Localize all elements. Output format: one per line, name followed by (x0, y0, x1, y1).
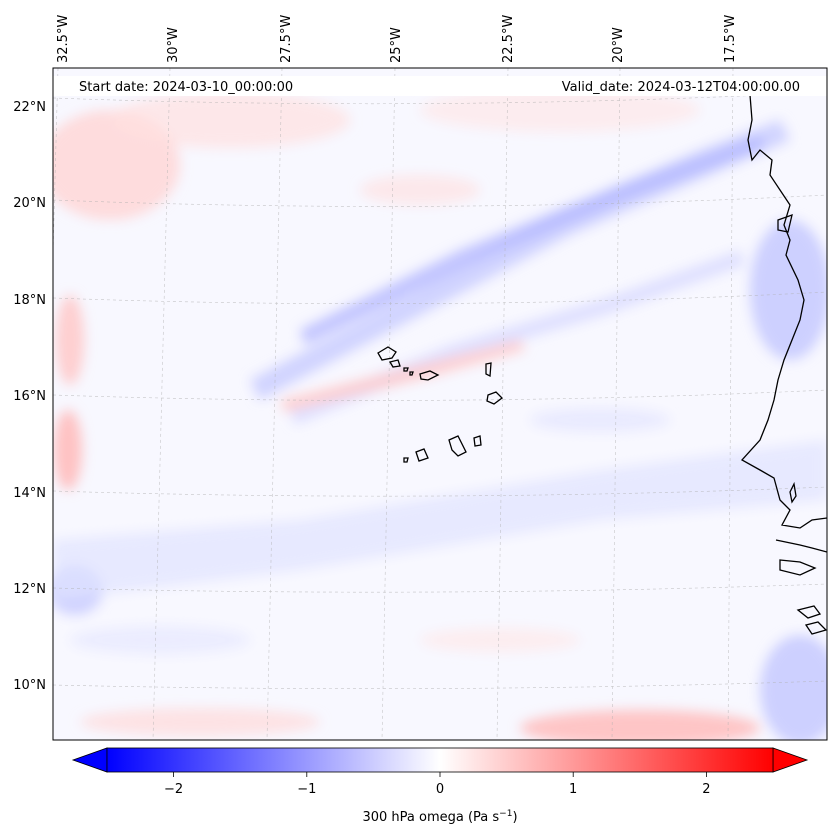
latitude-labels: 22°N 20°N 18°N 16°N 14°N 12°N 10°N (13, 100, 46, 693)
cape-verde-islands (377, 346, 503, 463)
colorbar-extend-right (772, 747, 809, 773)
lat-label: 22°N (13, 100, 46, 115)
lon-label: 20°W (611, 27, 626, 63)
colorbar: −2 −1 0 1 2 300 hPa omega (Pa s−1) (71, 747, 809, 825)
colorbar-ticks: −2 −1 0 1 2 (164, 772, 711, 797)
colorbar-gradient (106, 747, 774, 773)
lat-label: 14°N (13, 486, 46, 501)
colorbar-extend-left (71, 747, 108, 773)
lon-label: 27.5°W (279, 15, 294, 63)
valid-date-label: Valid_date: 2024-03-12T04:00:00.00 (562, 80, 800, 95)
colorbar-tick-label: 1 (569, 782, 577, 797)
start-date-label: Start date: 2024-03-10_00:00:00 (79, 80, 293, 95)
longitude-labels: 32.5°W 30°W 27.5°W 25°W 22.5°W 20°W 17.5… (56, 15, 738, 63)
map-panel: Start date: 2024-03-10_00:00:00 Valid_da… (52, 67, 828, 741)
lat-label: 16°N (13, 389, 46, 404)
coastline (740, 94, 827, 635)
colorbar-label: 300 hPa omega (Pa s−1) (362, 809, 517, 825)
lat-label: 18°N (13, 293, 46, 308)
lon-label: 32.5°W (56, 15, 71, 63)
colorbar-tick-label: 2 (702, 782, 710, 797)
colorbar-tick-label: −1 (297, 782, 316, 797)
lon-label: 22.5°W (501, 15, 516, 63)
lon-label: 17.5°W (723, 15, 738, 63)
lat-label: 12°N (13, 582, 46, 597)
annotation-strip (53, 76, 827, 96)
lat-label: 10°N (13, 678, 46, 693)
colorbar-tick-label: 0 (436, 782, 444, 797)
graticule (53, 68, 827, 740)
colorbar-tick-label: −2 (164, 782, 183, 797)
lon-label: 25°W (389, 27, 404, 63)
lon-label: 30°W (166, 27, 181, 63)
lat-label: 20°N (13, 196, 46, 211)
omega-field (53, 88, 827, 740)
